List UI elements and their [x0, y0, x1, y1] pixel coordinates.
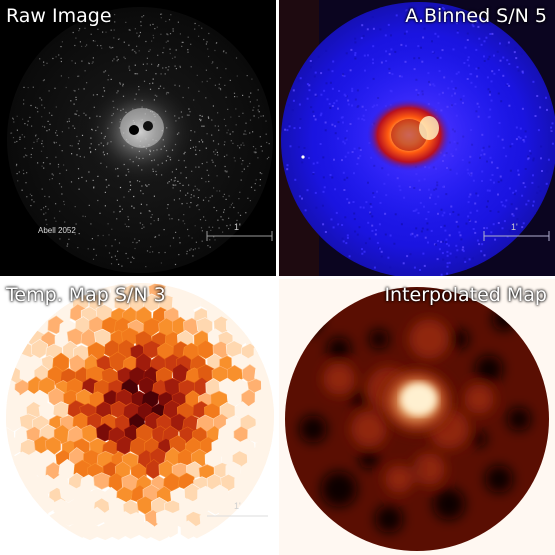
temperature-map-panel: Temp. Map S/N 3 1': [0, 279, 276, 555]
raw-image: [7, 7, 273, 273]
scale-label: 1': [511, 222, 518, 232]
scale-label: 1': [234, 222, 241, 232]
panel-title: Raw Image: [6, 5, 112, 27]
binned-image: [279, 0, 555, 276]
temperature-map: [6, 283, 274, 543]
interpolated-map-panel: Interpolated Map: [279, 279, 555, 555]
panel-title: Interpolated Map: [384, 284, 547, 306]
raw-image-panel: Raw Image Abell 2052 1': [0, 0, 276, 276]
scale-bar: [206, 231, 273, 241]
scale-label: 1': [234, 501, 241, 511]
panel-title: Temp. Map S/N 3: [6, 284, 166, 306]
panel-title: A.Binned S/N 5: [405, 5, 547, 27]
interpolated-map: [285, 287, 549, 551]
source-label: Abell 2052: [38, 226, 76, 235]
binned-image-panel: A.Binned S/N 5 1': [279, 0, 555, 276]
scale-bar: [483, 231, 550, 241]
